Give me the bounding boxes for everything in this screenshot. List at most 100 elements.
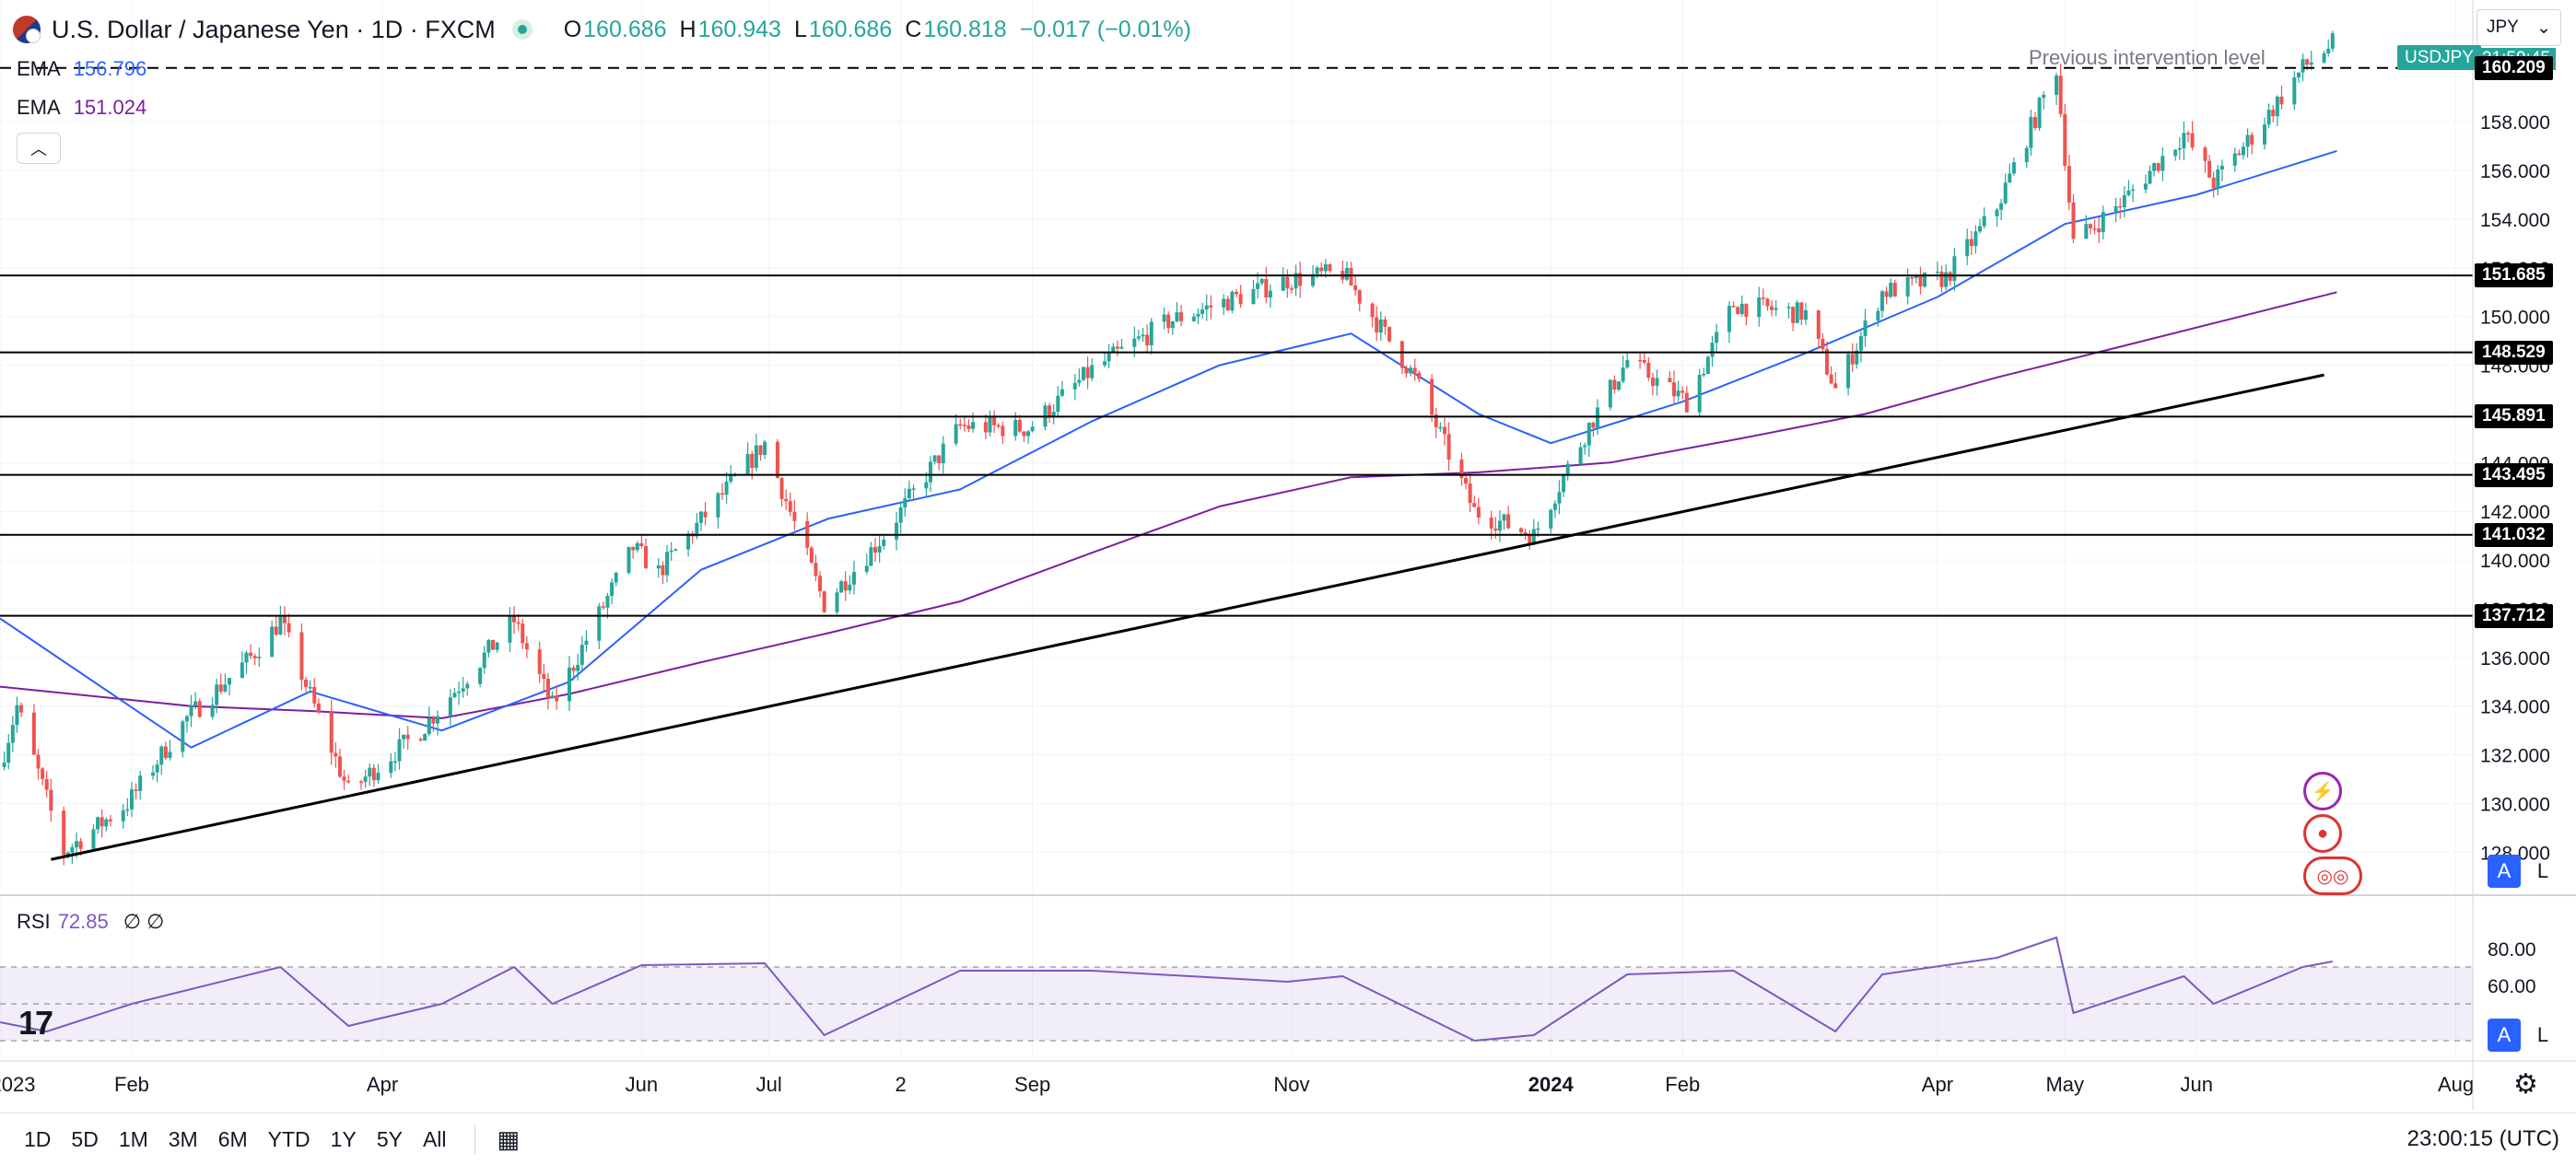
ema-slow-legend[interactable]: EMA 151.024 — [17, 96, 146, 120]
intervention-annotation[interactable]: Previous intervention level — [2029, 46, 2266, 69]
candle-body — [1081, 367, 1085, 380]
range-button-6m[interactable]: 6M — [217, 1126, 248, 1151]
candle-body — [121, 810, 125, 821]
candle-body — [1621, 367, 1625, 382]
market-status-icon[interactable] — [511, 19, 533, 40]
candle-body — [1676, 390, 1680, 397]
candle-body — [436, 716, 440, 724]
rsi-legend[interactable]: RSI 72.85 ∅ ∅ — [17, 910, 164, 934]
candle-body — [1803, 309, 1808, 320]
candle-body — [1051, 412, 1056, 418]
candle-body — [1090, 365, 1095, 379]
candle-body — [282, 616, 287, 623]
candle-body — [1863, 320, 1868, 336]
price-axis-label: 136.000 — [2480, 648, 2550, 670]
ema-slow-value: 151.024 — [73, 96, 147, 119]
candle-body — [308, 686, 312, 689]
candle-body — [1077, 379, 1082, 383]
lightning-event-icon[interactable]: ⚡ — [2303, 772, 2342, 810]
range-button-1d[interactable]: 1D — [24, 1126, 52, 1151]
log-scale-button[interactable]: L — [2536, 859, 2549, 882]
candle-body — [848, 584, 852, 591]
candle-body — [2173, 149, 2178, 157]
candle-body — [2245, 134, 2250, 147]
candle-body — [983, 422, 988, 433]
candle-body — [1727, 306, 1731, 332]
symbol-header[interactable]: U.S. Dollar / Japanese Yen · 1D · FXCM O… — [13, 11, 1191, 48]
candle-body — [2067, 166, 2071, 203]
candle-body — [1056, 395, 1060, 413]
range-button-5d[interactable]: 5D — [71, 1126, 99, 1151]
change-value: −0.017 (−0.01%) — [1019, 16, 1191, 42]
candle-body — [1107, 352, 1111, 362]
rsi-log-scale-button[interactable]: L — [2536, 1023, 2549, 1046]
rsi-auto-scale-button[interactable]: A — [2488, 1019, 2521, 1052]
candle-body — [729, 475, 733, 482]
candle-body — [877, 545, 882, 553]
candle-body — [418, 739, 423, 741]
currency-select[interactable]: JPY ⌄ — [2476, 9, 2561, 46]
candle-body — [10, 725, 15, 743]
candle-body — [1145, 334, 1150, 346]
candle-body — [316, 703, 321, 712]
candle-body — [851, 571, 856, 585]
utc-clock[interactable]: 23:00:15 (UTC) — [2406, 1126, 2559, 1151]
candle-body — [2, 763, 6, 767]
candle-body — [686, 533, 691, 550]
settings-gear-icon[interactable]: ⚙ — [2513, 1069, 2538, 1100]
calendar-icon[interactable]: ▦ — [497, 1124, 521, 1153]
candle-body — [1442, 426, 1446, 435]
candle-body — [656, 565, 661, 569]
tradingview-logo[interactable]: 17 — [18, 1004, 53, 1042]
record-event-icon[interactable]: ● — [2303, 814, 2342, 853]
range-button-all[interactable]: All — [422, 1126, 447, 1151]
range-button-3m[interactable]: 3M — [168, 1126, 198, 1151]
range-button-1m[interactable]: 1M — [118, 1126, 148, 1151]
candle-body — [2177, 147, 2182, 150]
symbol-title[interactable]: U.S. Dollar / Japanese Yen · 1D · FXCM — [52, 15, 496, 43]
candle-body — [1136, 336, 1141, 339]
ema-fast-legend[interactable]: EMA 156.796 — [17, 57, 146, 81]
candle-body — [822, 591, 826, 612]
candle-body — [2271, 110, 2276, 117]
close-label: C — [905, 16, 922, 42]
ticker-tag: USDJPY — [2397, 45, 2481, 70]
time-axis-label: Jun — [626, 1073, 658, 1096]
candle-body — [2216, 169, 2220, 189]
candle-body — [745, 453, 750, 475]
candle-body — [2190, 133, 2195, 148]
economic-events-flag-icon[interactable]: ◎◎ — [2303, 856, 2362, 895]
candle-body — [249, 652, 253, 657]
candle-body — [448, 697, 452, 716]
candle-body — [6, 742, 11, 763]
candle-body — [1311, 274, 1316, 286]
candle-body — [1646, 362, 1651, 379]
candle-body — [1323, 264, 1328, 272]
candle-body — [869, 547, 873, 566]
range-button-5y[interactable]: 5Y — [376, 1126, 403, 1151]
candle-body — [337, 756, 342, 777]
candle-body — [610, 582, 615, 597]
candle-body — [1357, 290, 1362, 304]
candle-body — [1821, 338, 1825, 350]
candle-body — [2305, 59, 2310, 65]
candle-body — [605, 596, 610, 608]
candle-body — [1497, 520, 1502, 531]
candle-body — [639, 542, 644, 547]
candle-body — [1344, 267, 1349, 280]
range-button-ytd[interactable]: YTD — [267, 1126, 310, 1151]
range-buttons: 1D 5D 1M 3M 6M YTD 1Y 5Y All — [17, 1127, 460, 1152]
candle-body — [1846, 354, 1851, 389]
range-button-1y[interactable]: 1Y — [330, 1126, 357, 1151]
collapse-legend-button[interactable]: ︿ — [17, 133, 61, 164]
candle-body — [304, 680, 309, 687]
candle-body — [1353, 285, 1358, 291]
candle-body — [962, 425, 966, 426]
candle-body — [2063, 113, 2067, 167]
candle-body — [478, 668, 483, 684]
price-axis-label: 130.000 — [2480, 794, 2550, 815]
auto-scale-button[interactable]: A — [2488, 855, 2521, 888]
candle-body — [1939, 271, 1944, 287]
candle-body — [1417, 372, 1422, 379]
